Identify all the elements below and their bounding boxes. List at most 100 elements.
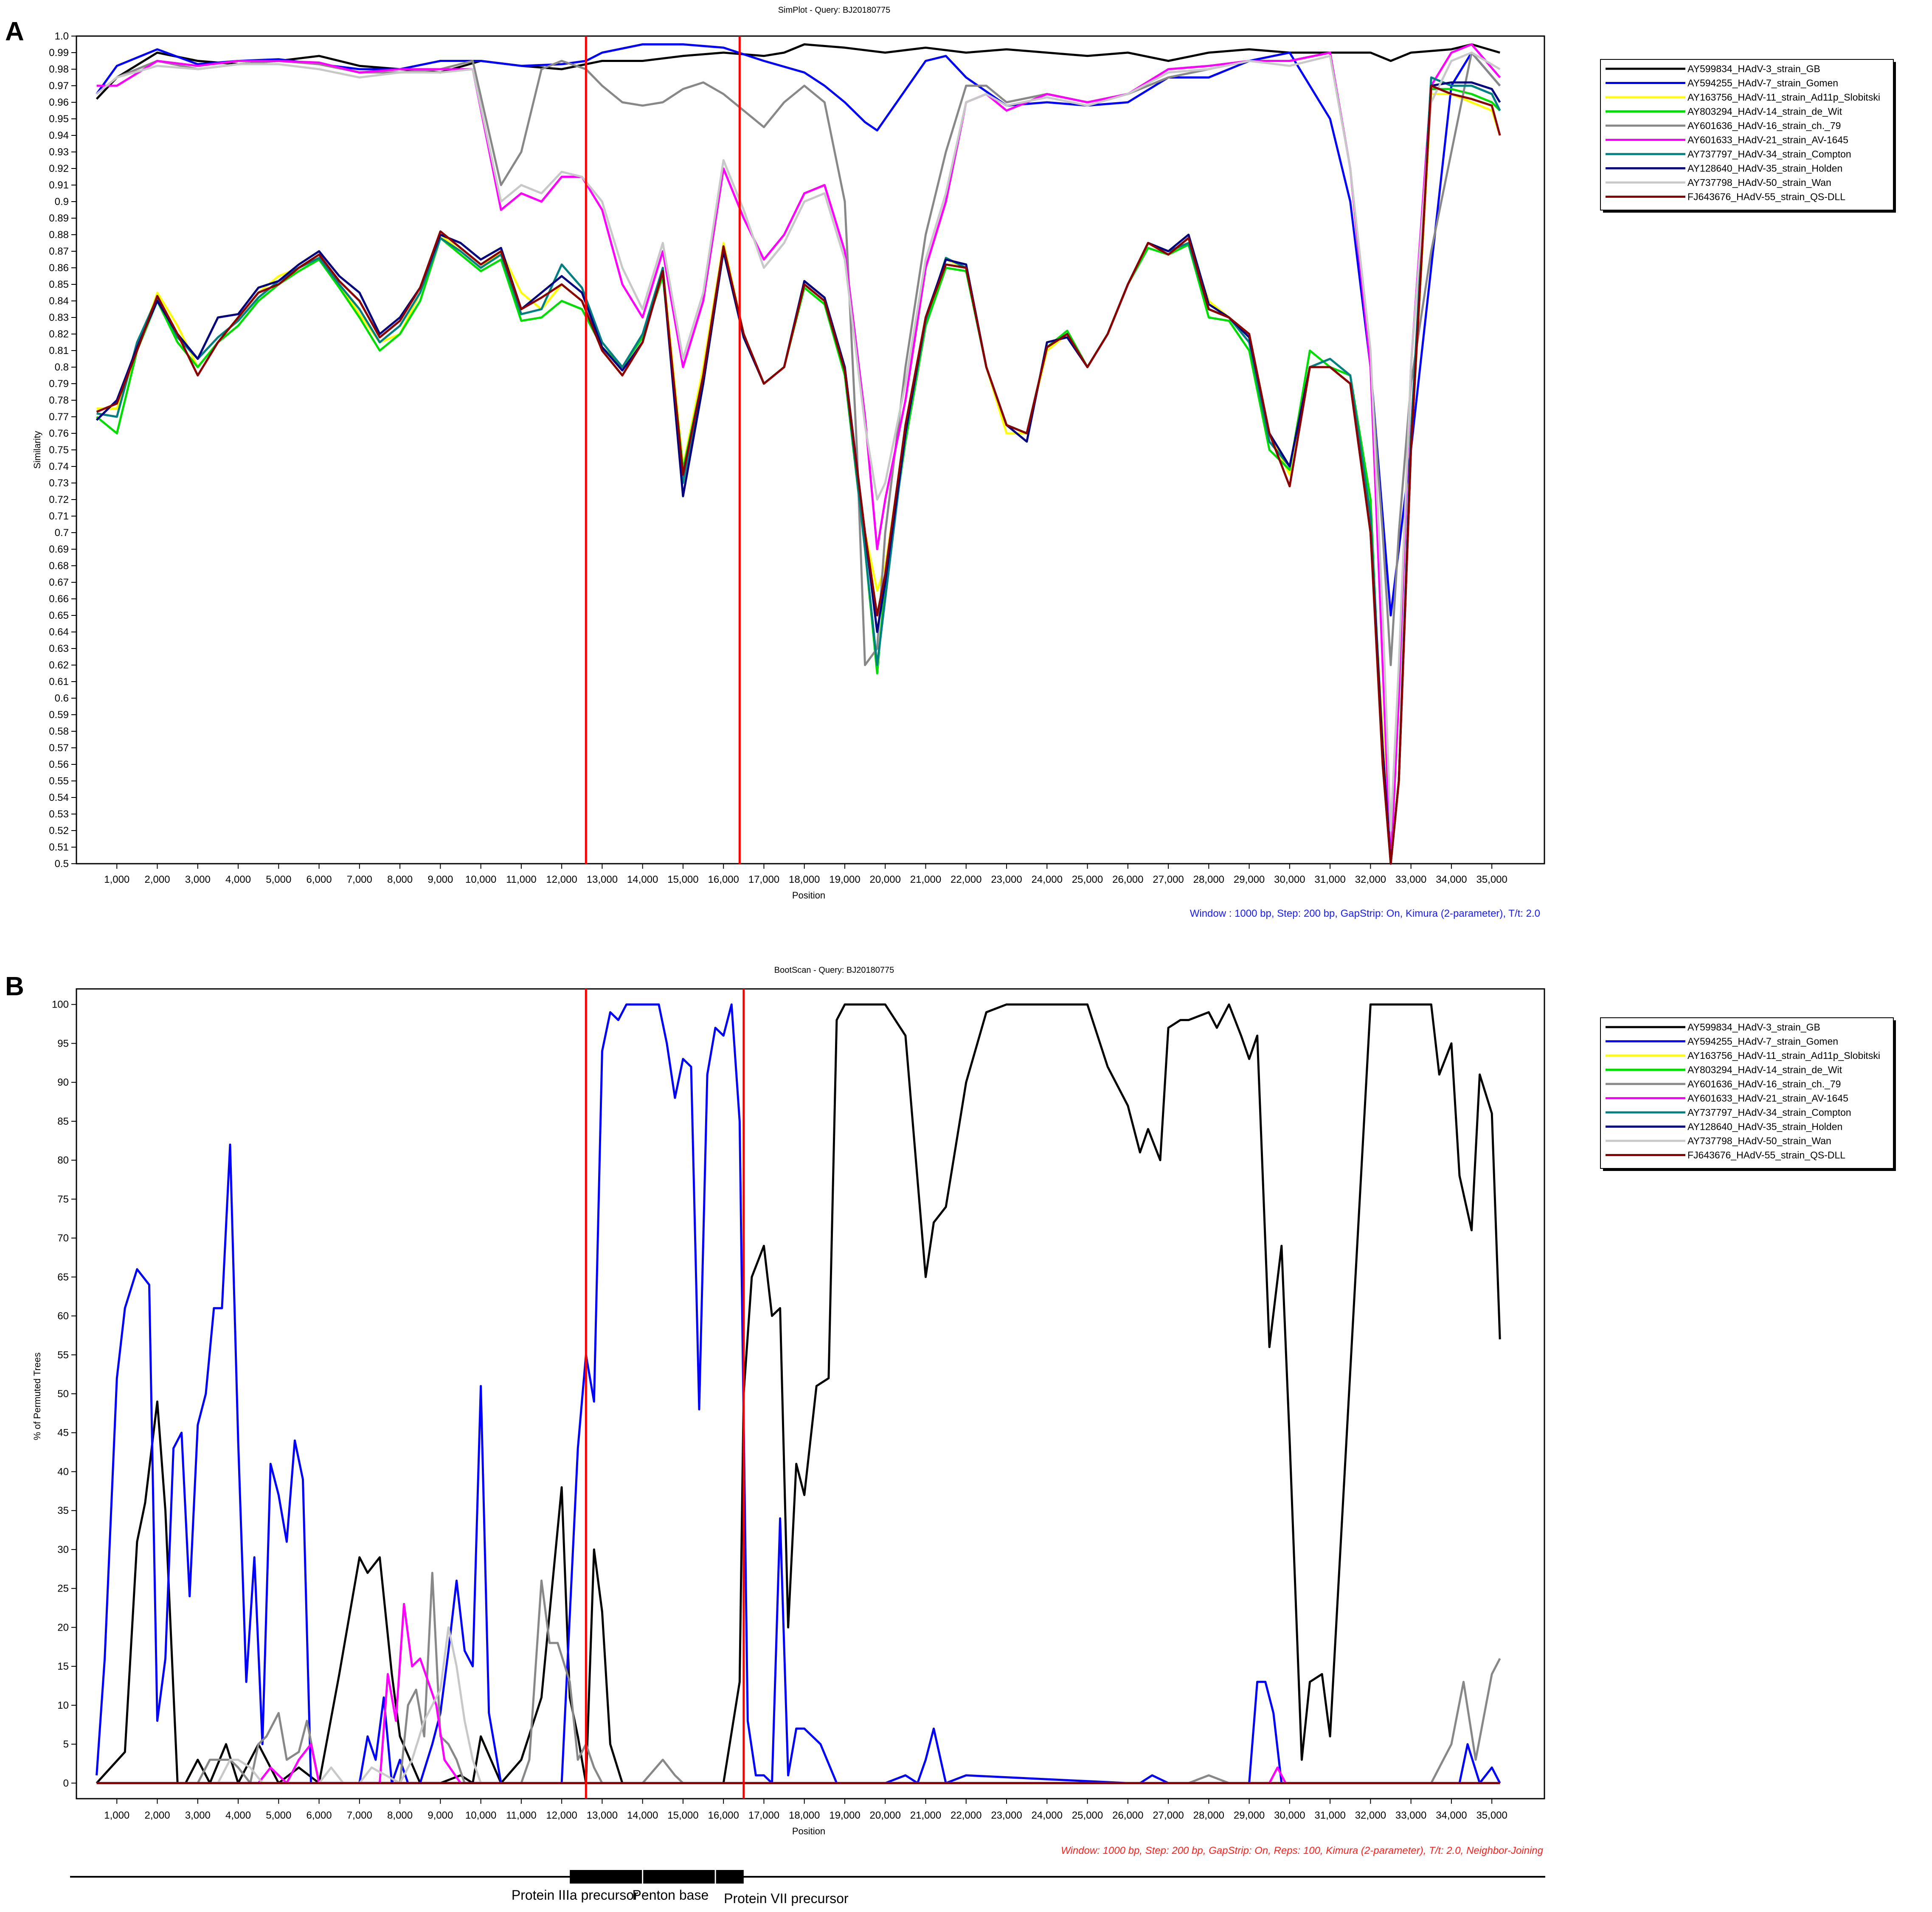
- simplot-x-tick-label: 32,000: [1355, 874, 1386, 885]
- bootscan-x-tick-label: 15,000: [667, 1810, 698, 1821]
- simplot-x-tick-label: 6,000: [307, 874, 332, 885]
- bootscan-legend-entry: AY803294_HAdV-14_strain_de_Wit: [1687, 1064, 1842, 1075]
- bootscan-legend-entry: AY737797_HAdV-34_strain_Compton: [1687, 1107, 1851, 1118]
- simplot-y-tick-label: 0.91: [49, 180, 69, 191]
- simplot-y-tick-label: 0.56: [49, 759, 69, 770]
- panel-a-letter: A: [5, 17, 24, 46]
- bootscan-x-tick-label: 16,000: [708, 1810, 739, 1821]
- gene-box: [642, 1870, 716, 1884]
- gene-label: Protein VII precursor: [724, 1891, 849, 1906]
- bootscan-legend-entry: AY594255_HAdV-7_strain_Gomen: [1687, 1036, 1838, 1047]
- bootscan-x-axis-label: Position: [792, 1826, 825, 1836]
- bootscan-x-tick-label: 7,000: [347, 1810, 372, 1821]
- bootscan-x-tick-label: 24,000: [1032, 1810, 1063, 1821]
- simplot-y-tick-label: 0.84: [49, 295, 69, 307]
- simplot-x-tick-label: 33,000: [1395, 874, 1426, 885]
- simplot-legend-box: [1600, 59, 1894, 211]
- bootscan-x-tick-label: 20,000: [870, 1810, 901, 1821]
- bootscan-y-tick-label: 5: [63, 1739, 69, 1750]
- bootscan-y-tick-label: 20: [57, 1622, 69, 1633]
- bootscan-y-tick-label: 80: [57, 1155, 69, 1166]
- bootscan-x-tick-label: 29,000: [1234, 1810, 1265, 1821]
- simplot-x-tick-label: 10,000: [465, 874, 496, 885]
- simplot-y-tick-label: 0.58: [49, 726, 69, 737]
- simplot-x-tick-label: 1,000: [104, 874, 129, 885]
- simplot-y-tick-label: 0.64: [49, 626, 69, 638]
- simplot-y-tick-label: 0.97: [49, 80, 69, 92]
- bootscan-series-line-9: [96, 1626, 1500, 1784]
- simplot-y-tick-label: 0.5: [55, 858, 69, 870]
- simplot-x-tick-label: 31,000: [1314, 874, 1345, 885]
- simplot-x-tick-label: 4,000: [225, 874, 251, 885]
- bootscan-y-tick-label: 60: [57, 1311, 69, 1322]
- simplot-y-tick-label: 0.66: [49, 593, 69, 605]
- simplot-legend-entry: AY594255_HAdV-7_strain_Gomen: [1687, 78, 1838, 89]
- simplot-series-line-4: [96, 88, 1501, 865]
- simplot-legend-entry: AY128640_HAdV-35_strain_Holden: [1687, 163, 1842, 174]
- bootscan-x-tick-label: 2,000: [144, 1810, 170, 1821]
- simplot-x-tick-label: 35,000: [1476, 874, 1507, 885]
- bootscan-y-tick-label: 70: [57, 1233, 69, 1244]
- simplot-y-tick-label: 0.67: [49, 577, 69, 588]
- simplot-y-tick-label: 0.98: [49, 64, 69, 75]
- simplot-y-tick-label: 0.77: [49, 411, 69, 423]
- bootscan-plot-area: [76, 988, 1545, 1800]
- simplot-series-line-2: [96, 43, 1501, 617]
- bootscan-x-tick-label: 35,000: [1476, 1810, 1507, 1821]
- simplot-x-ticks: 1,000 2,000 3,000 4,000 5,000 6,000 7,000 8,000…: [104, 864, 1507, 885]
- simplot-y-tick-label: 0.78: [49, 395, 69, 406]
- simplot-y-tick-label: 0.75: [49, 444, 69, 456]
- bootscan-y-tick-label: 0: [63, 1777, 69, 1789]
- bootscan-legend: AY599834_HAdV-3_strain_GB AY594255_HAdV-7…: [1600, 1017, 1896, 1171]
- bootscan-y-tick-label: 30: [57, 1544, 69, 1555]
- simplot-legend-entry: AY599834_HAdV-3_strain_GB: [1687, 63, 1820, 74]
- bootscan-series-line-1: [96, 1003, 1501, 1784]
- bootscan-x-tick-label: 14,000: [627, 1810, 658, 1821]
- simplot-x-tick-label: 21,000: [910, 874, 941, 885]
- gene-box: [715, 1870, 744, 1884]
- simplot-x-tick-label: 30,000: [1274, 874, 1305, 885]
- simplot-y-tick-label: 0.93: [49, 146, 69, 158]
- simplot-y-tick-label: 0.73: [49, 477, 69, 489]
- simplot-y-tick-label: 0.96: [49, 97, 69, 108]
- bootscan-legend-entry: AY599834_HAdV-3_strain_GB: [1687, 1022, 1820, 1033]
- simplot-y-tick-label: 0.53: [49, 809, 69, 820]
- bootscan-legend-entry: AY163756_HAdV-11_strain_Ad11p_Slobitski: [1687, 1050, 1880, 1061]
- simplot-plot-area: [76, 35, 1545, 865]
- simplot-y-tick-label: 0.51: [49, 842, 69, 853]
- simplot-y-tick-label: 0.6: [55, 693, 69, 704]
- bootscan-x-tick-label: 25,000: [1072, 1810, 1103, 1821]
- bootscan-x-tick-label: 33,000: [1395, 1810, 1426, 1821]
- simplot-series-line-10: [96, 84, 1501, 865]
- simplot-legend: AY599834_HAdV-3_strain_GB AY594255_HAdV-7…: [1600, 59, 1896, 213]
- simplot-x-tick-label: 28,000: [1193, 874, 1224, 885]
- bootscan-series: [96, 1003, 1501, 1784]
- simplot-y-tick-label: 0.68: [49, 560, 69, 572]
- simplot-x-tick-label: 2,000: [144, 874, 170, 885]
- bootscan-y-tick-label: 65: [57, 1272, 69, 1283]
- bootscan-legend-entry: AY128640_HAdV-35_strain_Holden: [1687, 1121, 1842, 1132]
- bootscan-x-tick-label: 31,000: [1314, 1810, 1345, 1821]
- bootscan-x-tick-label: 26,000: [1112, 1810, 1143, 1821]
- simplot-x-axis-label: Position: [792, 890, 825, 901]
- bootscan-y-tick-label: 85: [57, 1116, 69, 1127]
- simplot-y-tick-label: 0.63: [49, 643, 69, 654]
- simplot-x-tick-label: 24,000: [1032, 874, 1063, 885]
- bootscan-x-tick-label: 9,000: [427, 1810, 453, 1821]
- simplot-x-tick-label: 29,000: [1234, 874, 1265, 885]
- simplot-parameters: Window : 1000 bp, Step: 200 bp, GapStrip…: [1190, 908, 1540, 919]
- bootscan-x-tick-label: 11,000: [506, 1810, 537, 1821]
- simplot-y-tick-label: 0.82: [49, 328, 69, 340]
- simplot-legend-entry: AY737797_HAdV-34_strain_Compton: [1687, 149, 1851, 160]
- bootscan-y-axis-label: % of Permuted Trees: [32, 1353, 42, 1440]
- gene-label: Penton base: [633, 1887, 709, 1903]
- simplot-x-tick-label: 18,000: [789, 874, 820, 885]
- simplot-x-tick-label: 5,000: [266, 874, 291, 885]
- gene-box: [570, 1870, 643, 1884]
- simplot-x-tick-label: 13,000: [587, 874, 618, 885]
- simplot-x-tick-label: 11,000: [506, 874, 537, 885]
- simplot-y-tick-label: 0.61: [49, 676, 69, 688]
- bootscan-x-tick-label: 6,000: [307, 1810, 332, 1821]
- simplot-y-tick-label: 0.69: [49, 544, 69, 555]
